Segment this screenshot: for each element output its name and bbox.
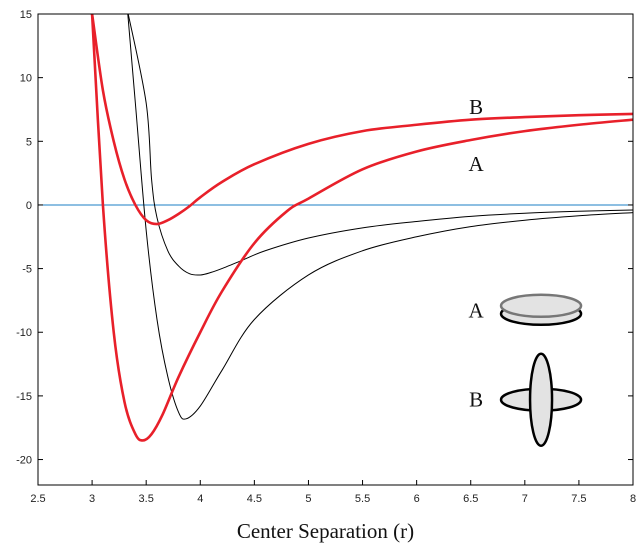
x-tick-label: 3.5 <box>139 493 154 505</box>
annotation-a-2: A <box>469 299 485 323</box>
shape-insets <box>499 293 583 447</box>
y-tick-label: -5 <box>22 264 32 276</box>
plot-frame <box>37 13 634 486</box>
annotation-a-1: A <box>469 152 485 176</box>
curve-labels: B A A B <box>469 95 485 412</box>
annotation-b-0: B <box>469 95 483 119</box>
x-tick-label: 4.5 <box>247 493 262 505</box>
disc-top-ellipse <box>499 293 583 319</box>
x-tick-label: 5.5 <box>355 493 370 505</box>
x-tick-label: 8 <box>630 493 636 505</box>
x-tick-label: 7.5 <box>571 493 586 505</box>
x-tick-label: 6 <box>414 493 420 505</box>
x-axis-ticks: 2.5 3 3.5 4 4.5 5 5.5 6 6.5 7 7.5 8 <box>30 480 636 505</box>
annotation-b-3: B <box>469 388 483 412</box>
x-tick-label: 5 <box>305 493 311 505</box>
reference-curve-1 <box>127 14 633 420</box>
y-tick-label: -10 <box>16 327 32 339</box>
y-tick-label: -15 <box>16 391 32 403</box>
y-tick-label: 5 <box>26 136 32 148</box>
x-tick-label: 3 <box>89 493 95 505</box>
curve-b <box>90 14 633 226</box>
y-tick-label: -20 <box>16 455 32 467</box>
x-tick-label: 4 <box>197 493 203 505</box>
reference-curve-0 <box>127 14 633 276</box>
plot-curves <box>90 14 633 442</box>
y-tick-label: 0 <box>26 200 32 212</box>
vertical-ellipse <box>528 352 554 447</box>
y-tick-label: 10 <box>20 73 32 85</box>
y-tick-label: 15 <box>20 9 32 21</box>
x-tick-label: 2.5 <box>30 493 45 505</box>
x-axis-label: Center Separation (r) <box>237 519 414 543</box>
curve-a <box>90 14 633 442</box>
y-axis-ticks: 15 10 5 0 -5 -10 -15 -20 <box>16 9 633 467</box>
x-tick-label: 7 <box>522 493 528 505</box>
x-tick-label: 6.5 <box>463 493 478 505</box>
